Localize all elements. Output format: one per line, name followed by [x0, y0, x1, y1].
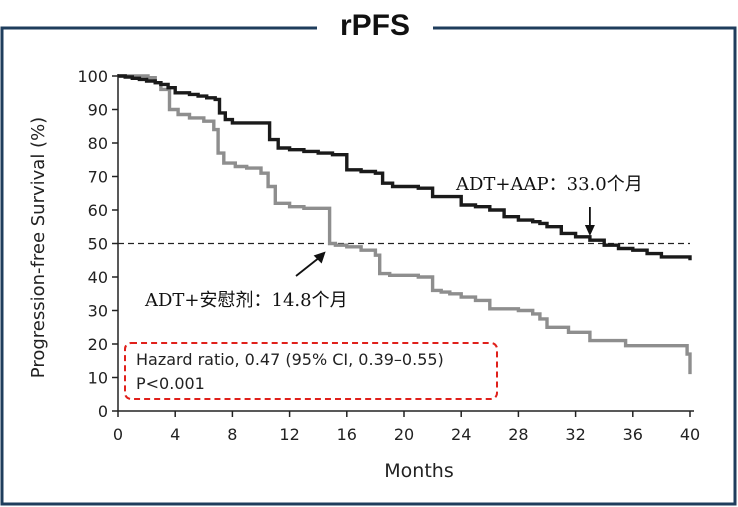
- y-tick-label: 70: [88, 168, 108, 187]
- y-tick-label: 40: [88, 268, 108, 287]
- x-axis-label: Months: [384, 460, 453, 482]
- y-tick-label: 100: [77, 67, 108, 86]
- y-axis-label: Progression-free Survival (%): [28, 117, 49, 378]
- y-tick-label: 20: [88, 335, 108, 354]
- y-tick-label: 50: [88, 235, 108, 254]
- x-tick-label: 0: [113, 425, 123, 444]
- x-tick-label: 8: [227, 425, 237, 444]
- y-tick-label: 0: [98, 402, 108, 421]
- y-tick-label: 10: [88, 369, 108, 388]
- arrow-head-adt-placebo: [313, 251, 326, 264]
- x-tick-label: 40: [680, 425, 700, 444]
- plot-area: 0 10 20 30 40 50 60 70 80 90 100 0 4 8 12 16 20 24 28 32 36 4…: [28, 67, 700, 482]
- x-tick-label: 32: [565, 425, 585, 444]
- y-tick-label: 30: [88, 302, 108, 321]
- hazard-ratio-text: Hazard ratio, 0.47 (95% CI, 0.39–0.55): [136, 350, 444, 369]
- chart-title: rPFS: [317, 6, 433, 46]
- series-line-adt-placebo: [118, 74, 692, 375]
- p-value-text: P<0.001: [136, 374, 205, 393]
- hazard-ratio-box: Hazard ratio, 0.47 (95% CI, 0.39–0.55) P…: [124, 342, 498, 400]
- y-tick-label: 90: [88, 101, 108, 120]
- x-tick-label: 4: [170, 425, 180, 444]
- annotation-arrow-adt-placebo: [295, 255, 322, 277]
- x-tick-label: 20: [394, 425, 414, 444]
- arrow-head-adt-aap: [584, 225, 595, 236]
- x-tick-label: 36: [623, 425, 643, 444]
- annotation-adt-placebo: ADT+安慰剂：14.8个月: [144, 290, 348, 311]
- x-tick-label: 16: [337, 425, 357, 444]
- y-tick-label: 60: [88, 201, 108, 220]
- x-tick-label: 12: [279, 425, 299, 444]
- annotation-adt-aap: ADT+AAP：33.0个月: [455, 174, 643, 195]
- series-line-adt-aap: [118, 74, 692, 261]
- x-tick-label: 28: [508, 425, 528, 444]
- y-tick-label: 80: [88, 134, 108, 153]
- x-tick-label: 24: [451, 425, 471, 444]
